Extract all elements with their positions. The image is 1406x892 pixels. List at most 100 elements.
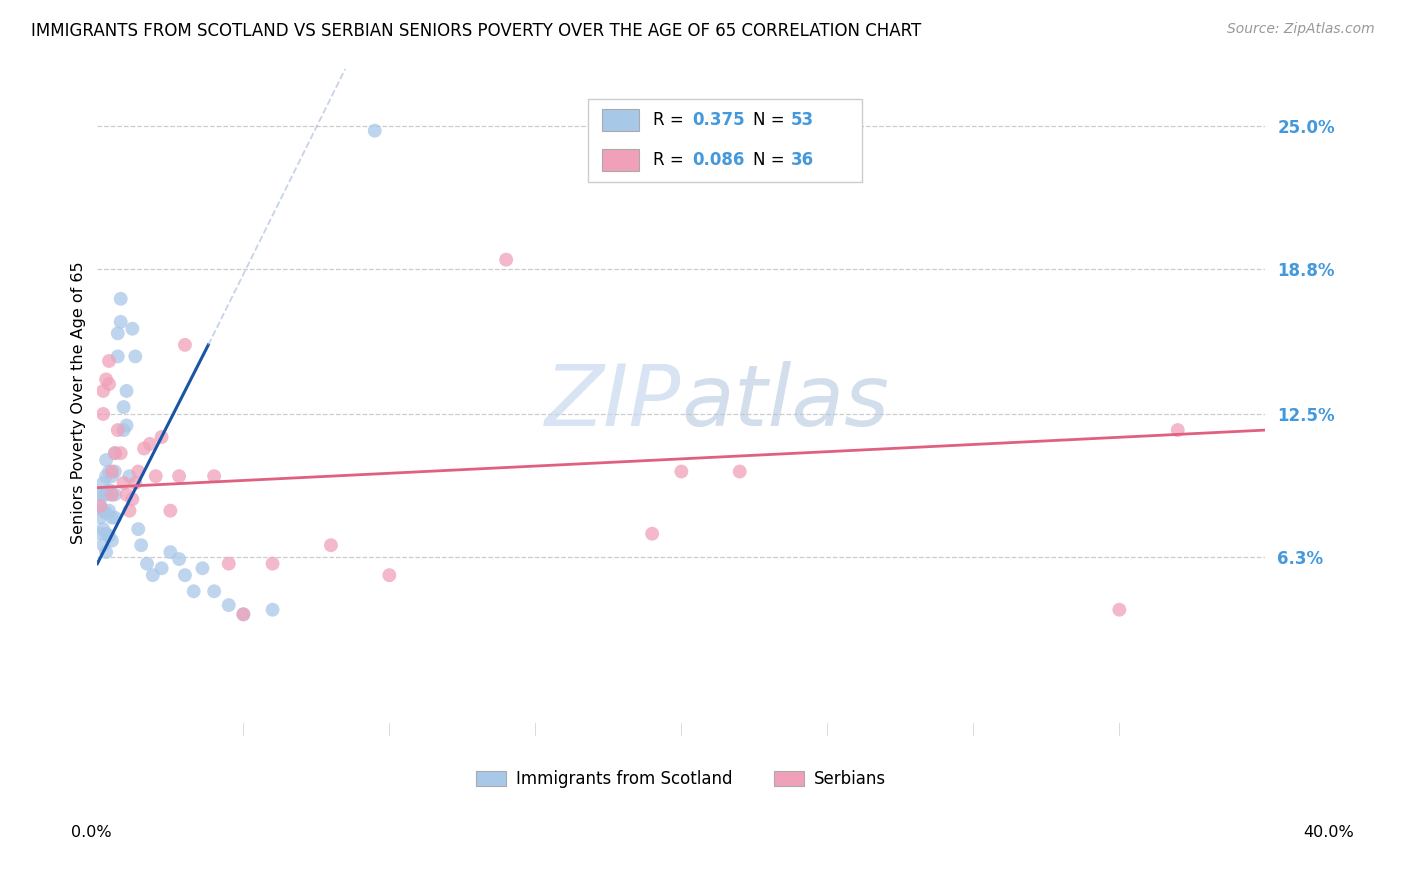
Text: 36: 36: [792, 151, 814, 169]
Point: [115, 418, 138, 433]
Text: N =: N =: [752, 151, 789, 169]
Point: [218, 557, 240, 571]
Point: [91, 487, 114, 501]
Point: [262, 603, 284, 617]
Text: ZIP: ZIP: [546, 361, 682, 444]
Point: [174, 568, 197, 582]
Point: [136, 557, 159, 571]
Point: [89, 510, 111, 524]
Text: atlas: atlas: [682, 361, 890, 444]
Text: N =: N =: [752, 111, 789, 129]
Text: 0.0%: 0.0%: [72, 825, 111, 840]
FancyBboxPatch shape: [588, 99, 862, 182]
Point: [101, 487, 124, 501]
Point: [115, 487, 138, 501]
Point: [262, 557, 284, 571]
Point: [129, 538, 152, 552]
Point: [94, 487, 117, 501]
Point: [150, 430, 173, 444]
Text: IMMIGRANTS FROM SCOTLAND VS SERBIAN SENIORS POVERTY OVER THE AGE OF 65 CORRELATI: IMMIGRANTS FROM SCOTLAND VS SERBIAN SENI…: [31, 22, 921, 40]
FancyBboxPatch shape: [602, 149, 640, 170]
Point: [104, 446, 127, 460]
Point: [183, 584, 205, 599]
Point: [110, 292, 132, 306]
Point: [94, 372, 117, 386]
Point: [378, 568, 401, 582]
Point: [319, 538, 342, 552]
Point: [728, 465, 751, 479]
Point: [121, 322, 143, 336]
Text: Source: ZipAtlas.com: Source: ZipAtlas.com: [1227, 22, 1375, 37]
Point: [112, 400, 135, 414]
Point: [104, 510, 127, 524]
Point: [107, 423, 129, 437]
Point: [89, 526, 111, 541]
Point: [110, 446, 132, 460]
Point: [91, 384, 114, 398]
Point: [121, 492, 143, 507]
Point: [101, 510, 124, 524]
Point: [110, 315, 132, 329]
Point: [139, 437, 162, 451]
Point: [145, 469, 167, 483]
Point: [202, 584, 225, 599]
Point: [98, 354, 121, 368]
Point: [124, 476, 146, 491]
Point: [101, 469, 124, 483]
Point: [91, 407, 114, 421]
Text: 0.375: 0.375: [692, 111, 745, 129]
Point: [94, 506, 117, 520]
Point: [104, 446, 127, 460]
Point: [232, 607, 254, 622]
Point: [101, 487, 124, 501]
Point: [142, 568, 165, 582]
Point: [641, 526, 664, 541]
Point: [495, 252, 517, 267]
Point: [191, 561, 214, 575]
Point: [218, 598, 240, 612]
Point: [1167, 423, 1189, 437]
FancyBboxPatch shape: [602, 109, 640, 130]
Point: [127, 522, 149, 536]
Point: [107, 326, 129, 341]
Point: [89, 499, 111, 513]
Point: [104, 487, 127, 501]
Point: [94, 453, 117, 467]
Point: [98, 483, 121, 497]
Point: [167, 552, 190, 566]
Text: R =: R =: [654, 111, 689, 129]
Point: [89, 487, 111, 501]
Point: [150, 561, 173, 575]
Point: [104, 465, 127, 479]
Point: [1108, 603, 1130, 617]
Point: [91, 538, 114, 552]
Point: [115, 384, 138, 398]
Legend: Immigrants from Scotland, Serbians: Immigrants from Scotland, Serbians: [470, 764, 893, 795]
Point: [202, 469, 225, 483]
Point: [232, 607, 254, 622]
Y-axis label: Seniors Poverty Over the Age of 65: Seniors Poverty Over the Age of 65: [72, 261, 86, 544]
Point: [159, 504, 181, 518]
Point: [671, 465, 693, 479]
Text: 53: 53: [792, 111, 814, 129]
Point: [94, 545, 117, 559]
Point: [94, 469, 117, 483]
Text: R =: R =: [654, 151, 689, 169]
Point: [91, 476, 114, 491]
Point: [98, 504, 121, 518]
Point: [124, 350, 146, 364]
Point: [101, 533, 124, 548]
Point: [112, 476, 135, 491]
Point: [174, 338, 197, 352]
Text: 0.086: 0.086: [692, 151, 744, 169]
Point: [364, 124, 387, 138]
Point: [101, 465, 124, 479]
Point: [118, 469, 141, 483]
Point: [89, 499, 111, 513]
Point: [98, 377, 121, 392]
Text: 40.0%: 40.0%: [1303, 825, 1354, 840]
Point: [107, 350, 129, 364]
Point: [98, 529, 121, 543]
Point: [91, 504, 114, 518]
Point: [132, 442, 155, 456]
